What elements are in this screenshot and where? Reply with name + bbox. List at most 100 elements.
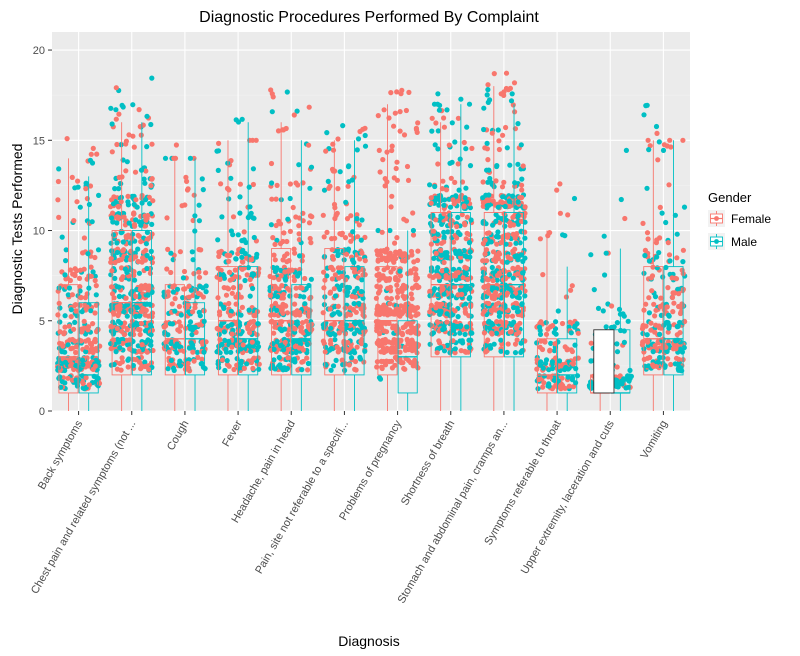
point-female: [393, 165, 399, 172]
point-male: [480, 220, 486, 226]
point-male: [335, 247, 341, 253]
point-female: [490, 278, 496, 284]
point-female: [138, 239, 144, 245]
point-female: [462, 264, 468, 270]
point-male: [345, 246, 352, 252]
point-female: [345, 339, 351, 346]
point-male: [280, 367, 286, 373]
point-male: [644, 332, 650, 338]
point-male: [330, 363, 337, 369]
point-female: [184, 178, 190, 184]
point-female: [114, 141, 120, 148]
point-female: [125, 193, 131, 199]
point-male: [89, 219, 95, 225]
point-male: [356, 300, 362, 307]
point-male: [555, 308, 561, 314]
point-female: [413, 271, 419, 277]
point-male: [112, 186, 118, 192]
point-female: [299, 285, 305, 291]
point-female: [94, 151, 100, 157]
point-male: [127, 331, 133, 337]
point-female: [77, 267, 84, 273]
point-female: [277, 221, 284, 227]
point-female: [497, 220, 503, 226]
point-female: [516, 329, 522, 336]
point-male: [455, 314, 461, 320]
point-female: [639, 342, 646, 348]
boxplot-female-8: [483, 86, 504, 411]
point-female: [330, 147, 337, 153]
point-female: [384, 345, 390, 351]
point-female: [120, 248, 126, 254]
point-male: [494, 277, 500, 283]
point-male: [618, 327, 624, 334]
point-female: [658, 295, 664, 301]
point-female: [216, 249, 222, 255]
point-female: [451, 200, 458, 206]
point-male: [112, 275, 118, 281]
point-male: [480, 295, 486, 301]
box: [164, 284, 185, 376]
point-male: [62, 272, 68, 278]
point-female: [272, 320, 278, 326]
point-female: [435, 161, 441, 167]
point-female: [229, 344, 235, 350]
point-female: [362, 258, 368, 264]
point-female: [388, 296, 394, 302]
point-female: [554, 187, 560, 193]
point-male: [519, 176, 525, 182]
point-male: [565, 374, 571, 380]
point-male: [483, 343, 489, 349]
point-male: [442, 197, 448, 203]
point-male: [178, 312, 184, 318]
point-female: [116, 214, 122, 221]
point-female: [229, 331, 235, 337]
point-female: [411, 266, 417, 272]
point-male: [359, 277, 365, 283]
point-female: [433, 305, 439, 311]
point-female: [320, 212, 326, 218]
point-female: [566, 383, 572, 389]
point-female: [305, 367, 311, 373]
point-female: [161, 324, 167, 330]
point-female: [501, 267, 507, 273]
point-female: [391, 175, 397, 181]
point-male: [77, 288, 83, 294]
point-male: [518, 349, 524, 355]
point-male: [672, 212, 679, 218]
point-female: [380, 309, 386, 315]
point-female: [413, 360, 419, 366]
point-female: [327, 289, 334, 295]
point-female: [387, 276, 393, 282]
point-male: [545, 383, 551, 389]
point-female: [93, 283, 99, 289]
point-female: [510, 102, 516, 108]
point-male: [504, 259, 510, 265]
point-male: [481, 126, 487, 133]
legend-item-female: Female: [708, 210, 771, 227]
point-female: [71, 366, 77, 372]
point-female: [190, 217, 196, 224]
y-tick-label: 20: [33, 45, 45, 57]
point-female: [622, 215, 628, 222]
point-female: [491, 71, 497, 77]
point-male: [517, 290, 523, 296]
point-male: [621, 339, 628, 345]
point-male: [271, 357, 277, 363]
point-female: [80, 250, 86, 256]
point-female: [557, 181, 563, 187]
point-female: [508, 256, 514, 262]
point-female: [67, 277, 73, 284]
point-male: [659, 210, 665, 216]
point-female: [226, 363, 232, 369]
point-female: [376, 338, 382, 344]
point-female: [92, 254, 98, 261]
point-male: [432, 183, 438, 190]
point-female: [377, 169, 383, 175]
point-male: [296, 162, 302, 168]
point-female: [462, 306, 468, 312]
point-female: [444, 319, 450, 325]
point-female: [269, 196, 275, 202]
point-female: [250, 181, 256, 188]
point-male: [116, 186, 122, 192]
